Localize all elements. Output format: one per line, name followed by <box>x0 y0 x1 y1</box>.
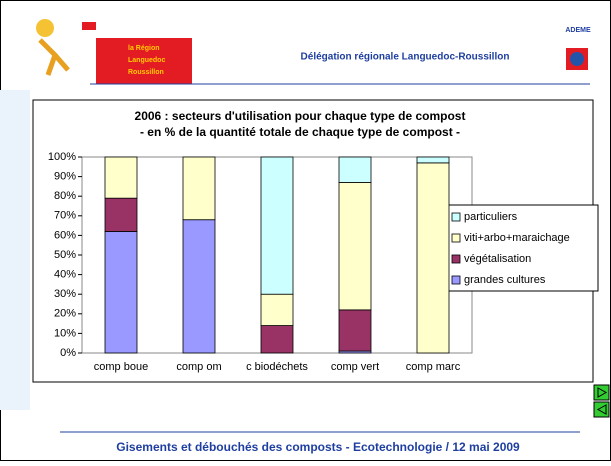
legend-label: viti+arbo+maraichage <box>464 232 570 244</box>
chart-title: - en % de la quantité totale de chaque t… <box>140 125 460 139</box>
legend-swatch <box>451 275 461 285</box>
bar-segment <box>182 156 216 221</box>
y-tick-label: 10% <box>54 327 76 339</box>
y-tick-label: 100% <box>48 151 76 163</box>
bar-segment <box>182 219 216 354</box>
side-decoration <box>0 90 30 410</box>
y-tick-label: 90% <box>54 171 76 183</box>
legend-swatch <box>451 254 461 264</box>
bar-segment <box>338 182 372 311</box>
x-tick-label: c biodéchets <box>246 361 308 373</box>
bar-segment <box>104 197 138 232</box>
region-logo <box>96 38 192 84</box>
logo-text: Languedoc <box>128 57 165 64</box>
chart-title: 2006 : secteurs d'utilisation pour chaqu… <box>135 109 466 123</box>
legend-swatch <box>451 233 461 243</box>
bar-segment <box>338 309 372 352</box>
y-tick-label: 80% <box>54 190 76 202</box>
legend-swatch <box>451 212 461 222</box>
bar-segment <box>338 156 372 183</box>
sun-icon <box>36 19 54 37</box>
legend-label: grandes cultures <box>464 274 546 286</box>
x-tick-label: comp marc <box>406 361 461 373</box>
logo-text: la Région <box>128 45 160 52</box>
prev-arrow[interactable] <box>596 404 607 415</box>
legend-box <box>445 204 599 292</box>
next-arrow[interactable] <box>597 387 608 398</box>
y-tick-label: 50% <box>54 249 76 261</box>
flag-icon <box>82 22 96 30</box>
y-tick-label: 30% <box>54 288 76 300</box>
y-tick-label: 60% <box>54 229 76 241</box>
bar-segment <box>260 325 294 354</box>
y-tick-label: 0% <box>60 347 76 359</box>
ademe-logo-text: ADEME <box>565 27 591 34</box>
bar-segment <box>416 156 450 164</box>
x-tick-label: comp boue <box>94 361 148 373</box>
logo-text: Roussillon <box>128 69 164 76</box>
prev-button[interactable] <box>593 401 610 418</box>
delegation: Délégation régionale Languedoc-Roussillo… <box>301 52 510 63</box>
bar-segment <box>104 156 138 199</box>
walker-icon <box>38 38 70 76</box>
legend-label: végétalisation <box>464 253 531 265</box>
y-tick-label: 20% <box>54 308 76 320</box>
bar-segment <box>260 293 294 326</box>
x-tick-label: comp vert <box>331 361 379 373</box>
footer: Gisements et débouchés des composts - Ec… <box>116 440 520 454</box>
y-tick-label: 40% <box>54 269 76 281</box>
ademe-globe <box>570 52 584 66</box>
y-tick-label: 70% <box>54 210 76 222</box>
legend-label: particuliers <box>464 211 518 223</box>
x-tick-label: comp om <box>176 361 221 373</box>
bar-segment <box>416 162 450 354</box>
bar-segment <box>104 231 138 354</box>
bar-segment <box>260 156 294 295</box>
